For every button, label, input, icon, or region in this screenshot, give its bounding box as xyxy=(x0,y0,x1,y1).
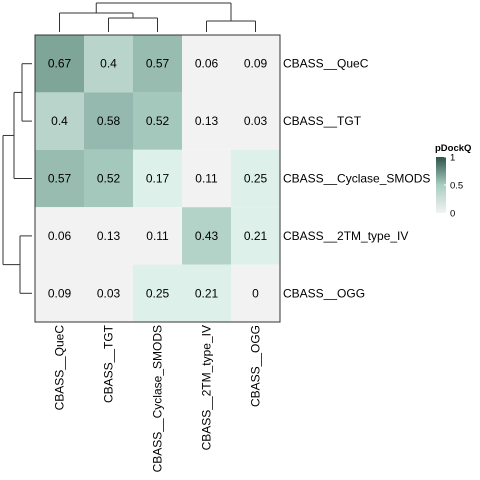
cell-value-label: 0.06 xyxy=(195,57,219,71)
legend-title: pDockQ xyxy=(435,143,471,154)
heatmap-cell xyxy=(35,92,84,150)
column-label: CBASS__QueC xyxy=(53,325,67,411)
cell-value-label: 0.09 xyxy=(244,57,268,71)
heatmap-cell xyxy=(35,35,84,93)
cell-value-label: 0.52 xyxy=(97,172,121,186)
legend-ticks: 00.51 xyxy=(444,153,463,220)
row-label: CBASS__QueC xyxy=(283,57,369,71)
heatmap-cell xyxy=(231,264,280,322)
cell-value-label: 0.4 xyxy=(51,114,68,128)
cell-value-label: 0.03 xyxy=(244,114,268,128)
legend-tick-label: 0 xyxy=(450,209,455,220)
heatmap-border xyxy=(34,34,281,323)
heatmap-cell xyxy=(182,207,231,265)
column-label: CBASS__Cyclase_SMODS xyxy=(151,325,165,472)
cell-value-label: 0.03 xyxy=(97,286,121,300)
cell-value-label: 0.13 xyxy=(97,229,121,243)
heatmap-cell xyxy=(84,264,133,322)
row-label: CBASS__TGT xyxy=(283,114,362,128)
cell-value-label: 0.25 xyxy=(244,172,268,186)
cell-value-label: 0.11 xyxy=(146,229,169,243)
row-labels: CBASS__QueC CBASS__TGT CBASS__Cyclase_SMOD… xyxy=(283,57,430,301)
color-legend: pDockQ 00.51 xyxy=(435,143,471,220)
heatmap-cell xyxy=(84,207,133,265)
heatmap-cell xyxy=(231,92,280,150)
heatmap-cell xyxy=(182,149,231,208)
heatmap-cells: 0.67 0.4 0.57 0.06 0.09 0.4 0.58 0.52 0.13 0.03 0.… xyxy=(35,35,280,322)
cell-value-label: 0.57 xyxy=(146,57,170,71)
heatmap-cell xyxy=(133,35,182,93)
legend-colorbar xyxy=(436,157,446,213)
cell-value-label: 0.21 xyxy=(195,286,219,300)
row-dendrogram xyxy=(2,63,32,294)
row-label: CBASS__2TM_type_IV xyxy=(283,229,408,243)
heatmap-cell xyxy=(35,264,84,322)
heatmap-cell xyxy=(182,92,231,150)
heatmap-cell xyxy=(133,207,182,265)
cell-value-label: 0.67 xyxy=(48,57,72,71)
heatmap-cell xyxy=(231,207,280,265)
heatmap-cell xyxy=(133,92,182,150)
cell-value-label: 0 xyxy=(252,286,259,300)
column-label: CBASS__2TM_type_IV xyxy=(200,325,214,450)
legend-tick-label: 1 xyxy=(450,153,455,164)
column-dendrogram xyxy=(59,2,256,32)
column-label: CBASS__TGT xyxy=(102,324,116,403)
heatmap-cell xyxy=(84,35,133,93)
cell-value-label: 0.58 xyxy=(97,114,121,128)
cell-value-label: 0.4 xyxy=(100,57,117,71)
cell-value-label: 0.09 xyxy=(48,286,72,300)
column-labels: CBASS__QueC CBASS__TGT CBASS__Cyclase_SMOD… xyxy=(53,324,263,472)
row-label: CBASS__OGG xyxy=(283,286,365,300)
heatmap-cell xyxy=(84,149,133,208)
cell-value-label: 0.21 xyxy=(244,229,268,243)
column-label: CBASS__OGG xyxy=(249,325,263,407)
row-label: CBASS__Cyclase_SMODS xyxy=(283,172,430,186)
cell-value-label: 0.17 xyxy=(146,172,170,186)
cell-value-label: 0.13 xyxy=(195,114,219,128)
heatmap-cell xyxy=(133,264,182,322)
cell-value-label: 0.25 xyxy=(146,286,170,300)
cell-value-label: 0.57 xyxy=(48,172,72,186)
heatmap-cell xyxy=(182,264,231,322)
heatmap-cell xyxy=(35,149,84,208)
cell-value-label: 0.11 xyxy=(195,172,218,186)
cell-value-label: 0.43 xyxy=(195,229,219,243)
heatmap-cell xyxy=(84,92,133,150)
heatmap-cell xyxy=(231,35,280,93)
heatmap-cell xyxy=(133,149,182,208)
heatmap-cell xyxy=(182,35,231,93)
cell-value-label: 0.52 xyxy=(146,114,170,128)
legend-tick-label: 0.5 xyxy=(450,181,463,192)
cell-value-label: 0.06 xyxy=(48,229,72,243)
heatmap-cell xyxy=(231,149,280,208)
heatmap-cell xyxy=(35,207,84,265)
